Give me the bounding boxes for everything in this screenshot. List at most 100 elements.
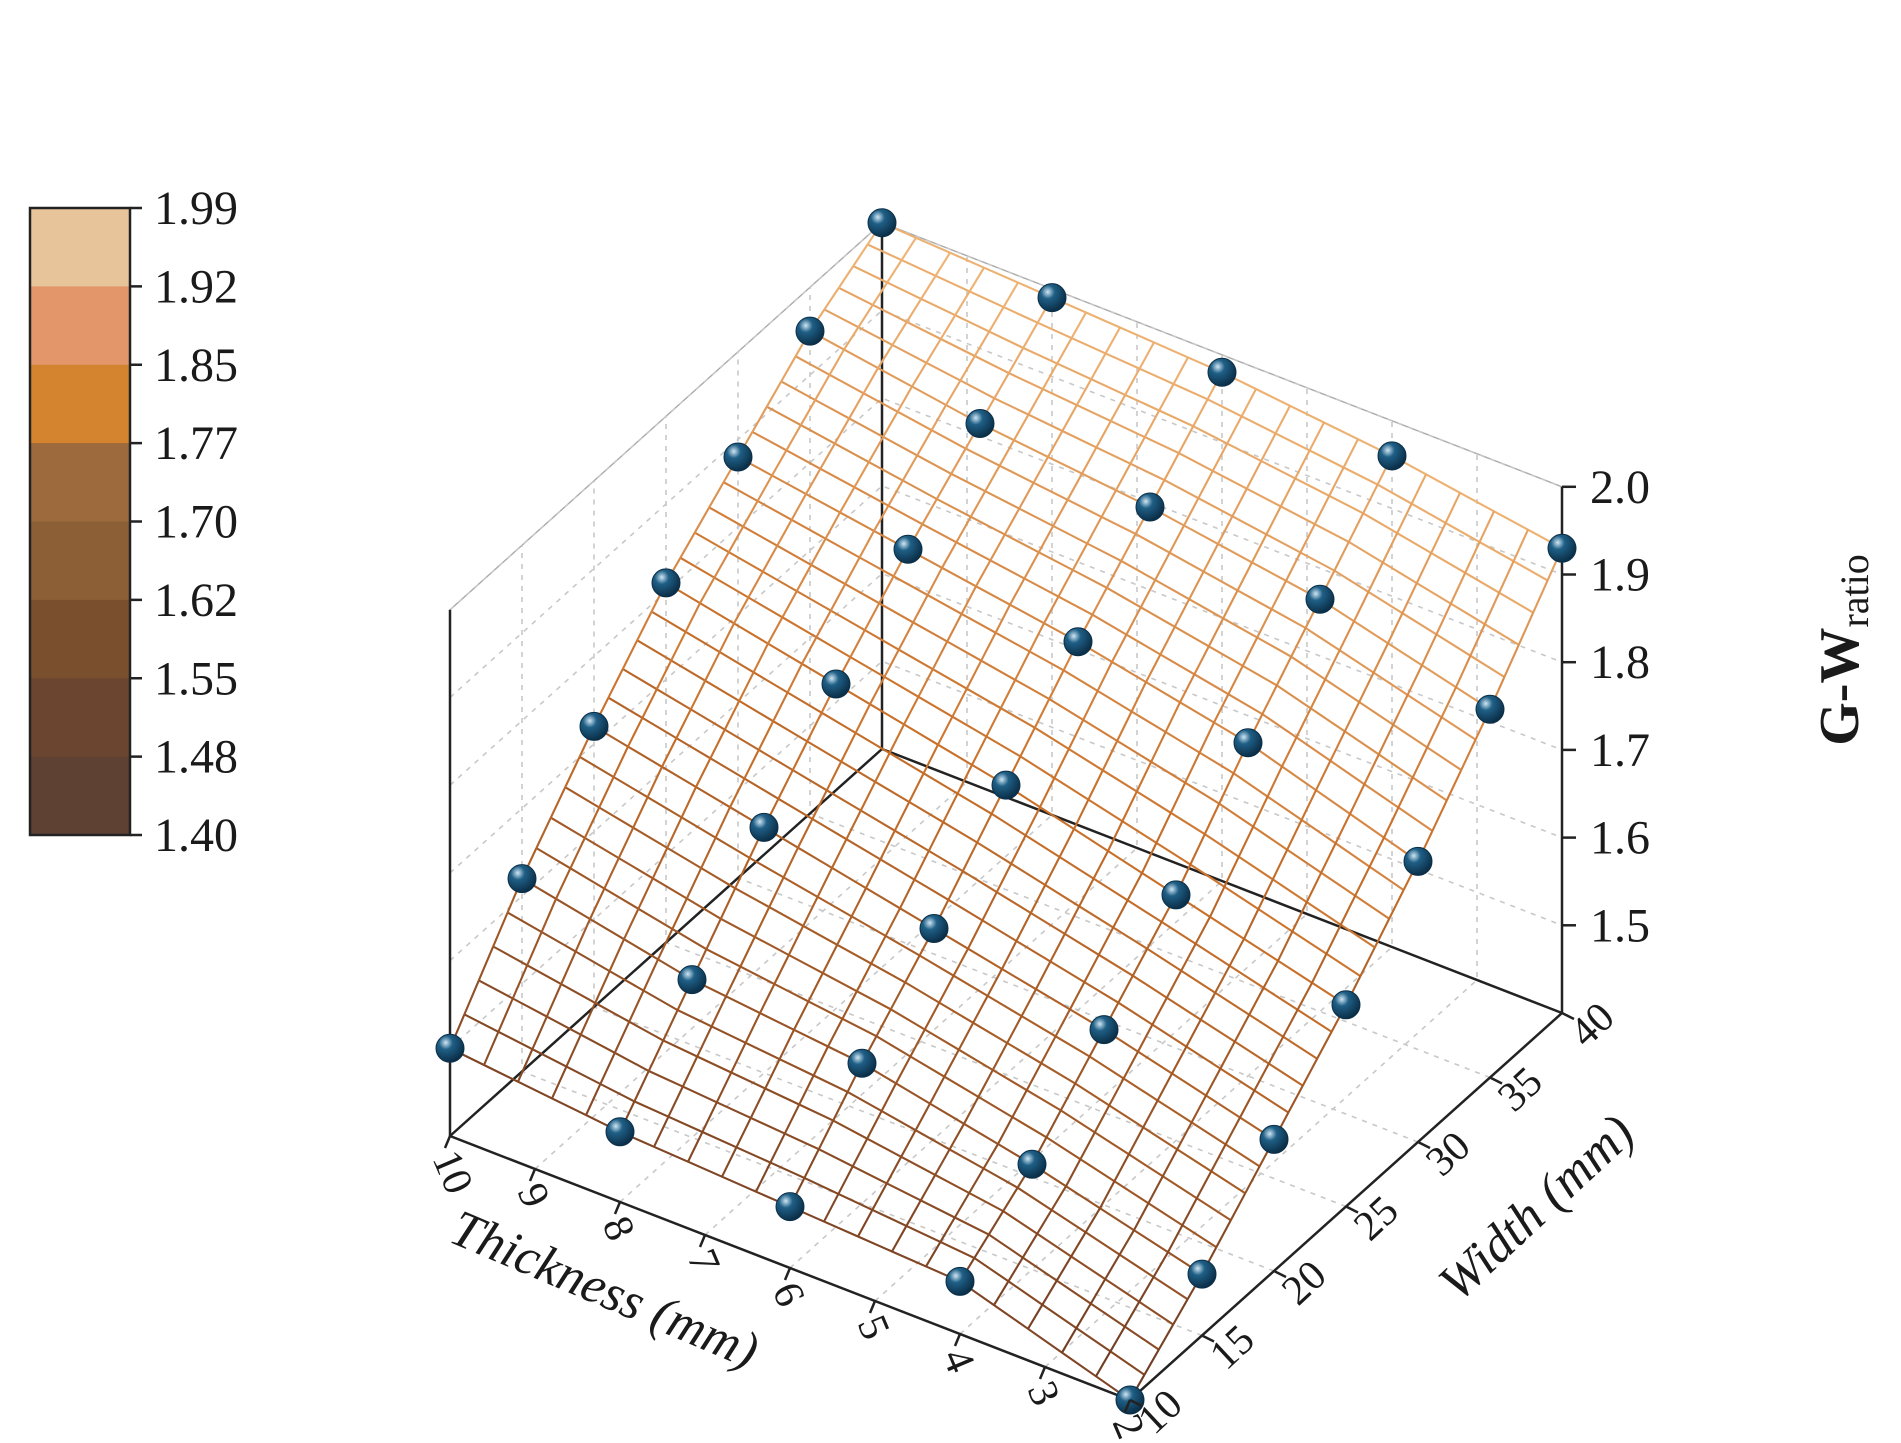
- mesh-segment-thickness: [666, 816, 683, 849]
- mesh-segment-thickness: [1281, 736, 1298, 767]
- mesh-segment-thickness: [793, 1000, 810, 1031]
- mesh-segment-thickness: [1093, 1104, 1111, 1133]
- thickness-tick-label: 5: [848, 1309, 899, 1346]
- mesh-segment-thickness: [821, 944, 839, 974]
- mesh-segment-thickness: [935, 473, 953, 500]
- mesh-segment-thickness: [1184, 752, 1201, 784]
- mesh-segment-thickness: [1036, 1209, 1053, 1235]
- colorbar-segment: [30, 678, 130, 758]
- mesh-segment-thickness: [667, 1086, 684, 1118]
- z-tick-label: 1.5: [1590, 899, 1650, 952]
- mesh-segment-thickness: [956, 764, 973, 795]
- mesh-segment-thickness: [1431, 800, 1448, 832]
- mesh-segment-thickness: [1158, 383, 1175, 412]
- mesh-segment-thickness: [1224, 1116, 1241, 1145]
- mesh-segment-thickness: [1007, 347, 1025, 374]
- data-point: [991, 770, 1021, 800]
- mesh-segment-thickness: [885, 1156, 903, 1184]
- mesh-segment-thickness: [589, 888, 606, 920]
- mesh-segment-thickness: [696, 1025, 713, 1057]
- mesh-segment-thickness: [903, 696, 920, 725]
- mesh-segment-thickness: [735, 1117, 752, 1148]
- mesh-segment-thickness: [681, 1056, 699, 1088]
- mesh-segment-thickness: [851, 1138, 869, 1167]
- mesh-segment-thickness: [1228, 938, 1245, 967]
- mesh-segment-thickness: [679, 532, 696, 559]
- mesh-segment-thickness: [1372, 642, 1389, 674]
- mesh-segment-thickness: [579, 1002, 597, 1036]
- mesh-segment-thickness: [1209, 886, 1226, 918]
- mesh-segment-thickness: [1343, 701, 1361, 732]
- mesh-segment-thickness: [1245, 460, 1263, 490]
- mesh-segment-thickness: [1349, 783, 1366, 815]
- mesh-segment-thickness: [1078, 878, 1095, 907]
- mesh-segment-thickness: [1167, 1224, 1184, 1253]
- mesh-segment-thickness: [1152, 1251, 1169, 1278]
- mesh-segment-thickness: [781, 590, 798, 618]
- mesh-segment-thickness: [837, 1165, 854, 1195]
- mesh-segment-thickness: [1065, 1158, 1082, 1187]
- mesh-segment-thickness: [852, 243, 869, 267]
- mesh-segment-thickness: [642, 958, 659, 992]
- mesh-segment-thickness: [832, 1091, 849, 1122]
- data-point: [965, 409, 995, 438]
- data-point: [1305, 584, 1335, 614]
- mesh-segment-thickness: [700, 837, 717, 869]
- mesh-segment-thickness: [574, 918, 591, 952]
- mesh-segment-thickness: [799, 399, 817, 426]
- mesh-segment-thickness: [968, 1167, 985, 1194]
- thickness-tick-mark: [1123, 1399, 1132, 1413]
- mesh-segment-thickness: [947, 870, 964, 901]
- mesh-segment-thickness: [874, 752, 891, 783]
- mesh-segment-thickness: [1231, 488, 1248, 517]
- mesh-segment-thickness: [751, 406, 768, 433]
- mesh-segment-thickness: [613, 1021, 631, 1054]
- data-point: [1403, 846, 1433, 876]
- mesh-segment-thickness: [869, 676, 886, 705]
- mesh-segment-thickness: [1154, 552, 1171, 581]
- mesh-segment-thickness: [583, 807, 601, 839]
- mesh-segment-thickness: [1265, 505, 1282, 535]
- mesh-segment-thickness: [1125, 606, 1142, 636]
- mesh-segment-thickness: [1275, 656, 1293, 686]
- mesh-segment-thickness: [1309, 678, 1327, 709]
- data-point: [1233, 728, 1263, 758]
- mesh-segment-thickness: [1193, 645, 1210, 675]
- mesh-segment-thickness: [1311, 953, 1328, 984]
- mesh-segment-thickness: [517, 1048, 534, 1083]
- mesh-segment-thickness: [967, 919, 984, 950]
- mesh-segment-thickness: [1033, 698, 1051, 729]
- mesh-segment-thickness: [526, 931, 543, 966]
- thickness-tick-label: 9: [508, 1177, 559, 1214]
- mesh-segment-thickness: [1143, 1349, 1160, 1376]
- mesh-segment-thickness: [1353, 591, 1370, 622]
- mesh-segment-thickness: [670, 631, 687, 661]
- mesh-segment-thickness: [938, 975, 955, 1004]
- mesh-segment-thickness: [1075, 1303, 1092, 1329]
- width-tick-mark: [1273, 1269, 1287, 1279]
- mesh-segment-thickness: [1291, 901, 1308, 932]
- mesh-segment-thickness: [718, 622, 735, 653]
- mesh-segment-thickness: [953, 1192, 971, 1219]
- mesh-segment-thickness: [950, 448, 967, 475]
- mesh-segment-thickness: [982, 1143, 999, 1170]
- z-axis-label: G-Wratio: [1809, 554, 1877, 746]
- mesh-segment-thickness: [926, 567, 943, 596]
- colorbar-label: 1.48: [154, 731, 238, 784]
- mesh-segment-thickness: [1185, 1019, 1202, 1048]
- mesh-segment-thickness: [623, 908, 640, 940]
- mesh-segment-thickness: [739, 936, 756, 968]
- mesh-segment-thickness: [1271, 849, 1289, 880]
- mesh-segment-thickness: [1270, 580, 1287, 610]
- thickness-tick-label: 6: [763, 1276, 814, 1313]
- mesh-segment-thickness: [743, 749, 760, 780]
- mesh-segment-thickness: [1449, 572, 1467, 605]
- mesh-segment-thickness: [1373, 918, 1391, 948]
- mesh-segment-thickness: [946, 613, 963, 643]
- mesh-segment-thickness: [961, 841, 979, 872]
- mesh-segment-thickness: [1071, 542, 1089, 571]
- mesh-segment-thickness: [1195, 1170, 1213, 1199]
- mesh-segment-thickness: [815, 610, 832, 638]
- mesh-segment-thickness: [1145, 653, 1162, 683]
- colorbar-segment: [30, 521, 130, 601]
